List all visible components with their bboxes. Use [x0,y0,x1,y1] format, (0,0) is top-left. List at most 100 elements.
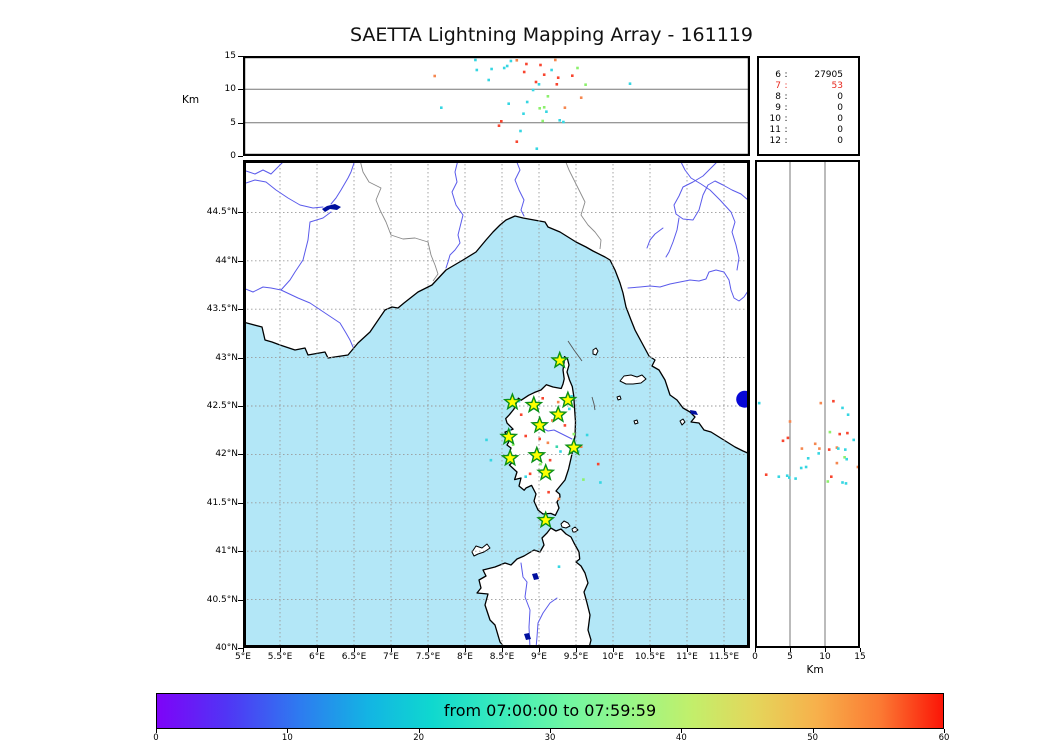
lake-serre-poncon [322,204,341,212]
lightning-dot [489,458,493,462]
large-blue-dot [736,390,750,408]
plot-background [243,56,750,156]
lightning-dot [557,497,561,501]
lake-sardinia-2 [524,633,531,640]
lightning-dot [843,456,846,459]
lightning-dot [546,441,550,445]
lightning-dot [542,73,546,76]
river [535,597,558,648]
lightning-dot [485,438,488,442]
lon-tick-label: 8°E [457,652,473,662]
lma-stations [499,350,584,529]
lightning-dot [538,437,541,441]
tick-mark [238,551,243,553]
right-alt-tick-label: 0 [752,652,758,662]
right-alt-tick-label: 15 [854,652,866,662]
lightning-dot [522,112,525,115]
map-panel [243,160,750,648]
lightning-dot [545,110,548,113]
lightning-dot [563,106,567,109]
stats-row: 12: 0 [759,136,858,147]
lightning-dot [556,76,560,79]
lightning-dot [525,100,529,104]
panel-border [755,160,860,648]
lightning-dot [433,74,436,78]
coastline-mainland [243,160,750,455]
tick-mark [238,357,243,359]
stats-row: 10: 0 [759,114,858,125]
lightning-dot [579,96,583,99]
river [280,289,354,348]
stats-row: 11: 0 [759,125,858,136]
tick-mark [650,648,651,652]
river [520,562,531,648]
lightning-dot [832,399,835,403]
station-star [536,462,556,481]
lightning-dot [841,406,844,410]
lon-tick-label: 5.5°E [267,652,293,662]
lightning-dot [572,432,576,436]
lightning-dot [757,401,761,405]
lightning-dot [487,78,490,82]
lightning-dot [806,457,810,460]
tick-mark [238,599,243,601]
river [514,160,525,217]
lightning-dot [856,465,860,469]
lightning-dot [542,106,546,109]
lightning-dot [519,413,523,416]
country-border [359,160,439,282]
tick-mark [576,648,577,652]
tick-mark [238,309,243,311]
stats-level: 11 [769,125,781,135]
lightning-dot [556,400,560,404]
lat-tick-label: 43.5°N [206,304,238,315]
lon-tick-label: 11.5°E [708,652,740,662]
lightning-dot [781,439,785,443]
lightning-dot [596,462,600,466]
lightning-dot [551,419,554,422]
station-star [536,510,556,529]
lakes [322,204,698,640]
lon-tick-label: 10°E [602,652,624,662]
lat-tick-label: 40.5°N [206,594,238,605]
lightning-dot [844,448,847,451]
station-star [558,390,578,409]
river [243,179,324,209]
panel-border [243,56,750,156]
lightning-dot [541,119,544,123]
lightning-dot [777,475,781,478]
altitude-latitude-panel [755,160,860,648]
tick-mark [613,648,614,652]
tick-mark [238,406,243,407]
lightning-dot [502,66,506,70]
lightning-dot [509,59,513,63]
lightning-dot [599,481,602,484]
lightning-dot [818,447,821,450]
lightning-dot [515,59,519,62]
tick-mark [354,648,355,652]
island-maddalena [560,520,571,529]
island-montecristo [633,419,639,425]
stats-colon: : [784,92,788,102]
source-count-stats-panel: 6: 27905 7: 53 8: 0 9: 0 10: 0 11: 0 12: 0 [757,56,860,156]
lightning-dot [558,119,561,122]
lightning-dot [786,436,790,440]
lightning-dot [490,67,493,71]
lon-tick-label: 5°E [235,652,251,662]
station-star [564,437,584,456]
lightning-dot [474,58,477,62]
top-alt-tick-label: 15 [224,51,236,61]
stats-count: 27905 [814,70,843,80]
tick-mark [860,648,861,652]
lightning-dot [511,443,515,446]
lightning-dot [571,74,574,77]
colorbar-tick-label: 30 [544,733,556,743]
lightning-dot [475,68,479,72]
lightning-dot [507,102,510,105]
lightning-dot [559,450,562,453]
lightning-dot [525,62,528,66]
colorbar-tick-label: 10 [281,733,293,743]
lightning-dot [570,395,573,398]
tick-mark [418,729,420,733]
lightning-dot [539,63,542,67]
